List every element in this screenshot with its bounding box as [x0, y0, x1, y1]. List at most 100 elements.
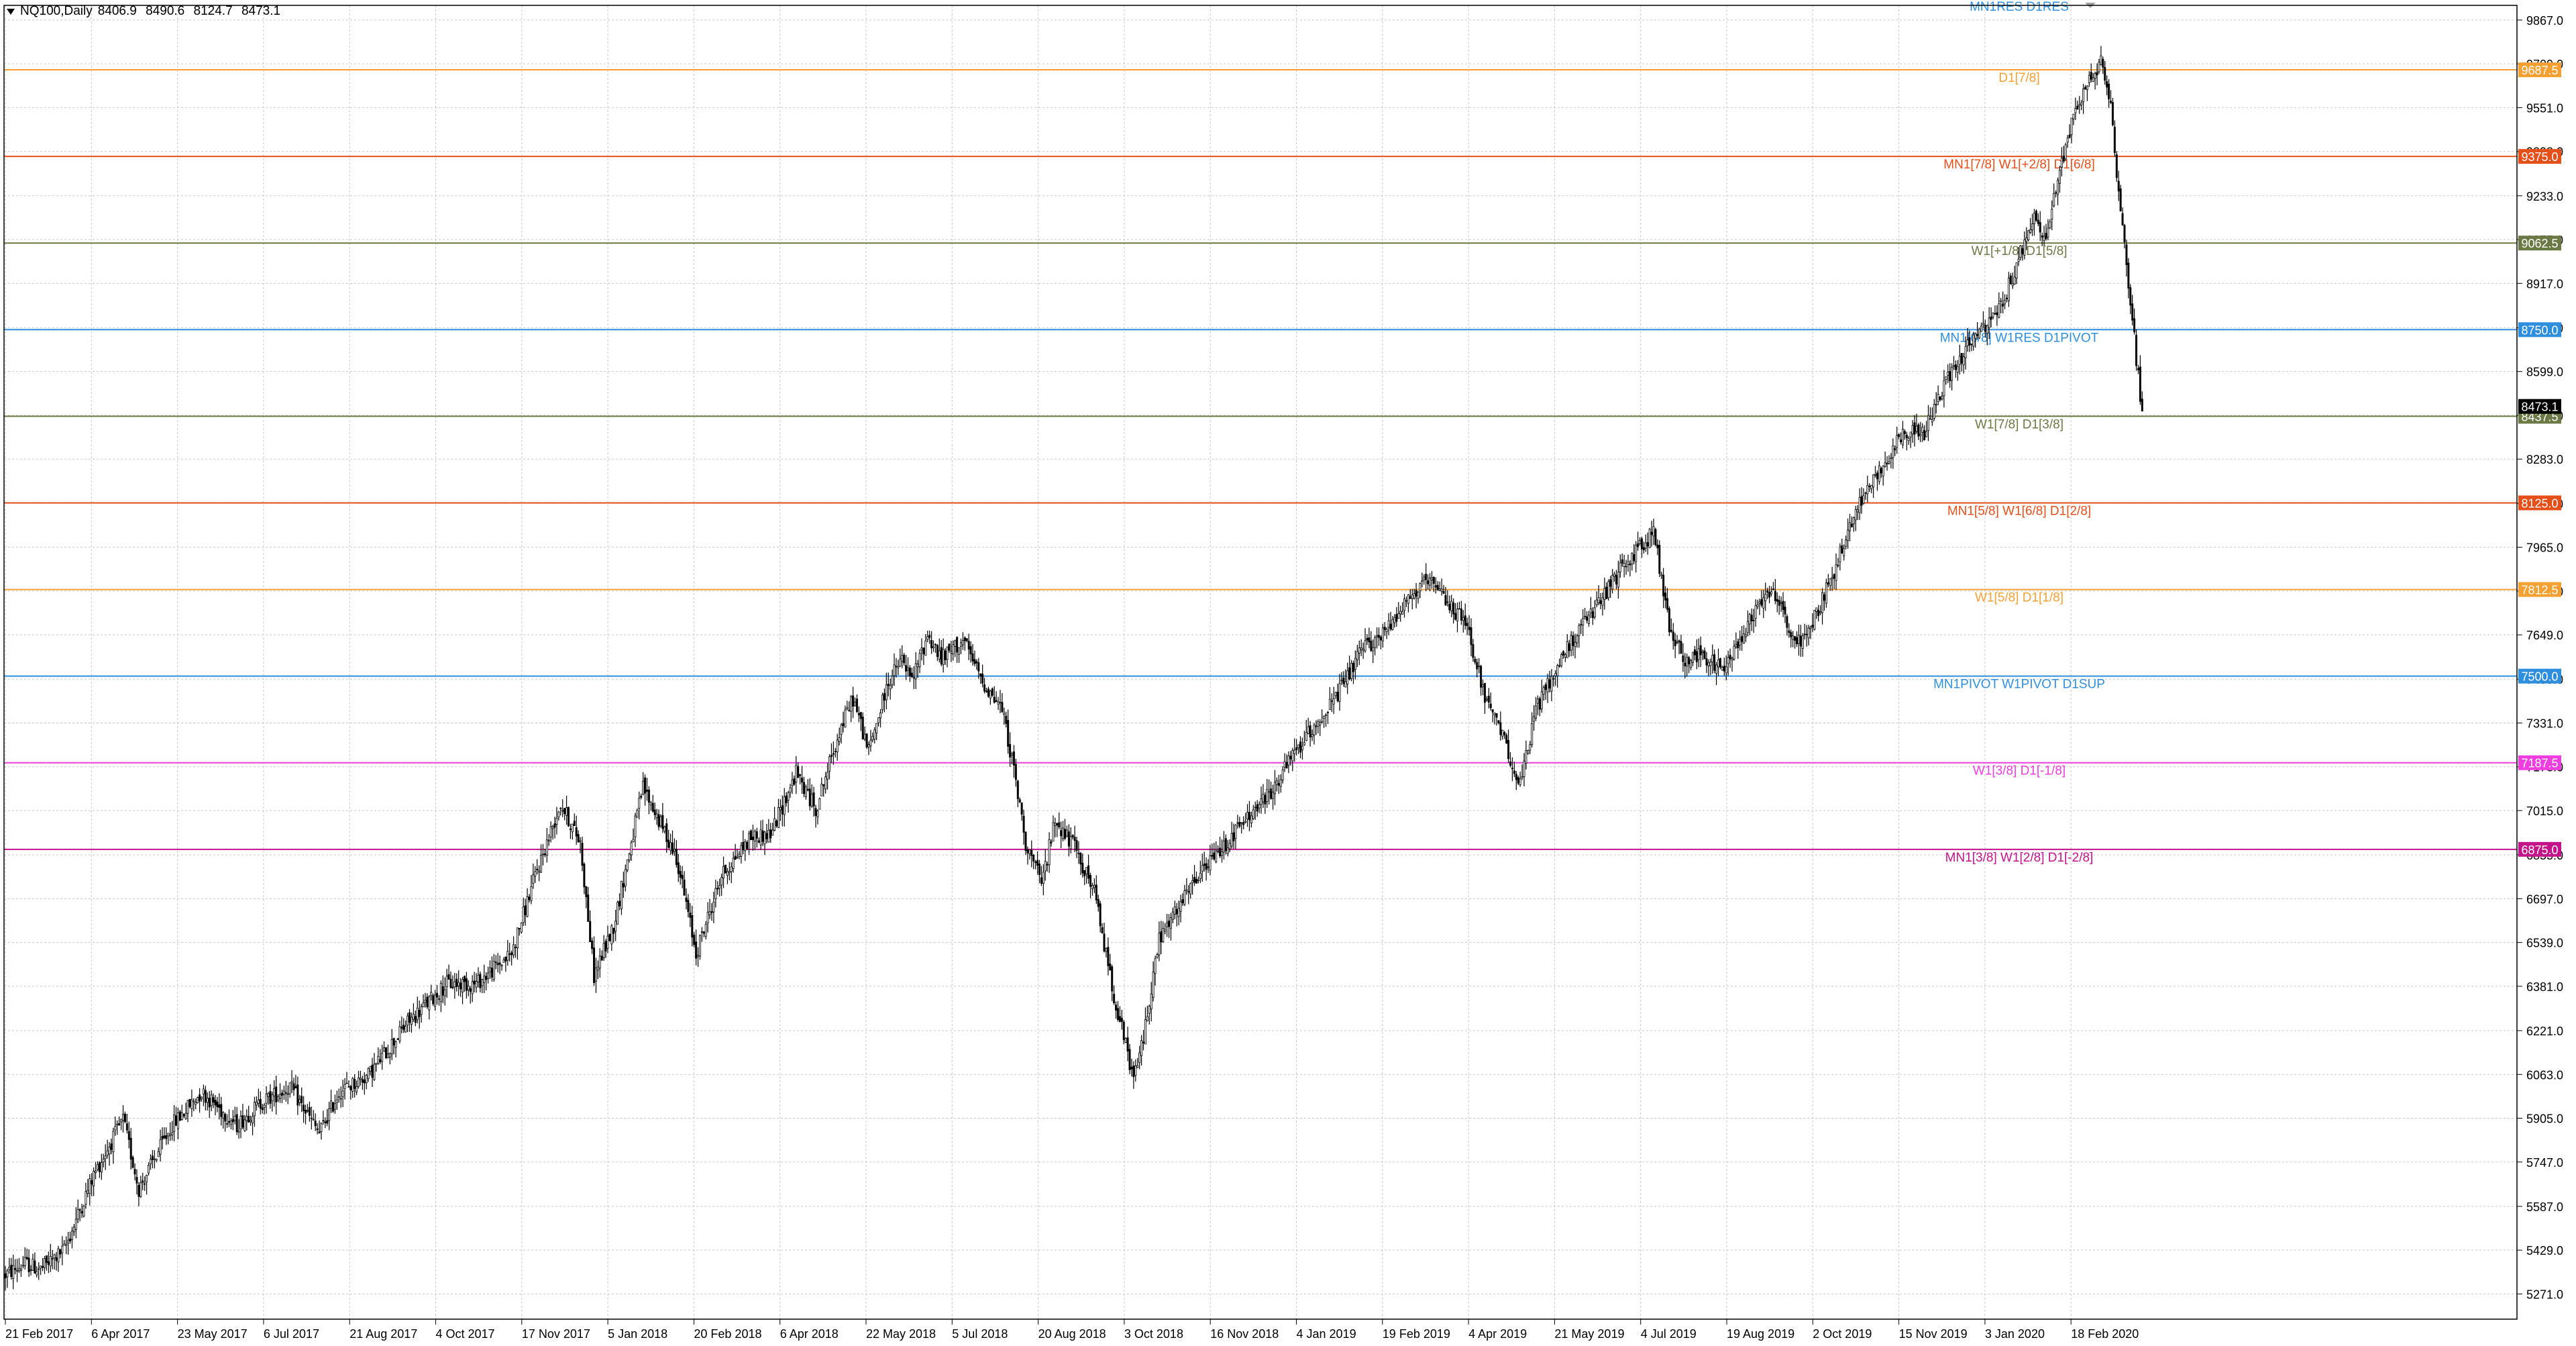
dropdown-triangle-icon[interactable]	[7, 8, 15, 15]
candle-body	[687, 900, 690, 913]
candle-body	[506, 951, 509, 961]
candle-body	[940, 647, 943, 665]
level-price-tag	[2518, 236, 2561, 251]
candle-body	[591, 940, 594, 949]
candle-body	[773, 818, 776, 831]
candle	[640, 793, 643, 800]
candle-body	[1709, 662, 1712, 666]
candle-body	[1258, 804, 1260, 809]
candle-body	[59, 1249, 62, 1255]
candle	[481, 978, 484, 994]
x-tick-label: 23 May 2017	[178, 1327, 248, 1341]
candle-body	[571, 823, 574, 833]
candle	[439, 980, 442, 1013]
candle	[1430, 571, 1433, 589]
candle	[1629, 560, 1631, 577]
candle	[1882, 465, 1884, 486]
candle-body	[1309, 725, 1311, 738]
candle	[751, 825, 754, 851]
candle	[1682, 643, 1684, 672]
candle	[231, 1110, 234, 1131]
candle	[698, 934, 701, 960]
candle-body	[1584, 615, 1587, 617]
candle	[488, 960, 491, 980]
candle-body	[1116, 1008, 1119, 1021]
candle	[369, 1066, 372, 1076]
candle-body	[1395, 614, 1398, 622]
candle-body	[822, 784, 825, 786]
candle-body	[748, 833, 751, 850]
candle-body	[49, 1255, 52, 1267]
candle-body	[724, 864, 727, 874]
candle	[1825, 578, 1827, 608]
candle-body	[649, 803, 652, 806]
candle	[795, 756, 798, 794]
candle-body	[1101, 927, 1104, 934]
candle	[1254, 801, 1256, 820]
candle-body	[21, 1265, 24, 1267]
candle-body	[214, 1100, 217, 1106]
candle-body	[165, 1135, 168, 1139]
candle	[1536, 695, 1539, 715]
candle	[606, 925, 609, 953]
candle-body	[2057, 179, 2059, 195]
candle	[1709, 658, 1712, 676]
candle	[2092, 72, 2094, 83]
candle	[216, 1096, 219, 1112]
candle	[1633, 543, 1635, 565]
x-tick-label: 19 Aug 2019	[1727, 1327, 1794, 1341]
candle	[1723, 658, 1725, 676]
candle-body	[449, 978, 452, 988]
candle	[45, 1255, 48, 1271]
candle	[250, 1115, 252, 1126]
candle	[748, 831, 751, 855]
candle-body	[593, 947, 596, 983]
candle	[1586, 611, 1589, 624]
candle	[392, 1037, 395, 1055]
candle-body	[220, 1104, 223, 1117]
candle-body	[250, 1119, 252, 1122]
candle-body	[734, 856, 737, 860]
candle	[1725, 655, 1727, 680]
candle	[1841, 538, 1843, 554]
candle	[2017, 247, 2020, 266]
candle	[1160, 921, 1163, 954]
candle	[1132, 1061, 1135, 1089]
candle-body	[1454, 613, 1457, 620]
candle-body	[1758, 601, 1761, 604]
candle-body	[549, 826, 552, 837]
candle-body	[1356, 651, 1358, 660]
candle-body	[1344, 681, 1347, 688]
x-tick-label: 4 Jan 2019	[1297, 1327, 1356, 1341]
candle-body	[229, 1120, 232, 1125]
candle-body	[1731, 658, 1733, 661]
candle	[995, 691, 998, 703]
candle	[498, 955, 501, 974]
candle	[204, 1086, 207, 1110]
level-price-text: 7812.5	[2521, 584, 2558, 597]
candle	[593, 936, 596, 986]
candle-body	[1366, 637, 1368, 641]
candle	[1452, 598, 1455, 624]
candle	[1120, 1009, 1123, 1030]
candle-body	[1737, 641, 1739, 648]
candle	[946, 646, 949, 668]
candle-body	[1939, 396, 1941, 400]
candle-body	[195, 1102, 197, 1105]
candle	[1554, 670, 1557, 686]
candle-body	[585, 886, 588, 898]
top-level-label: MN1RES D1RES	[1970, 0, 2069, 14]
candle-body	[120, 1119, 123, 1123]
candle	[801, 766, 804, 794]
candle-body	[467, 985, 470, 990]
candle	[842, 711, 845, 733]
candle	[1362, 642, 1364, 660]
candle-body	[1688, 657, 1690, 664]
candle-body	[1529, 744, 1532, 751]
candle-body	[1831, 577, 1833, 579]
candle	[1960, 352, 1963, 372]
candle-body	[1474, 658, 1477, 663]
candle-body	[1774, 590, 1776, 601]
